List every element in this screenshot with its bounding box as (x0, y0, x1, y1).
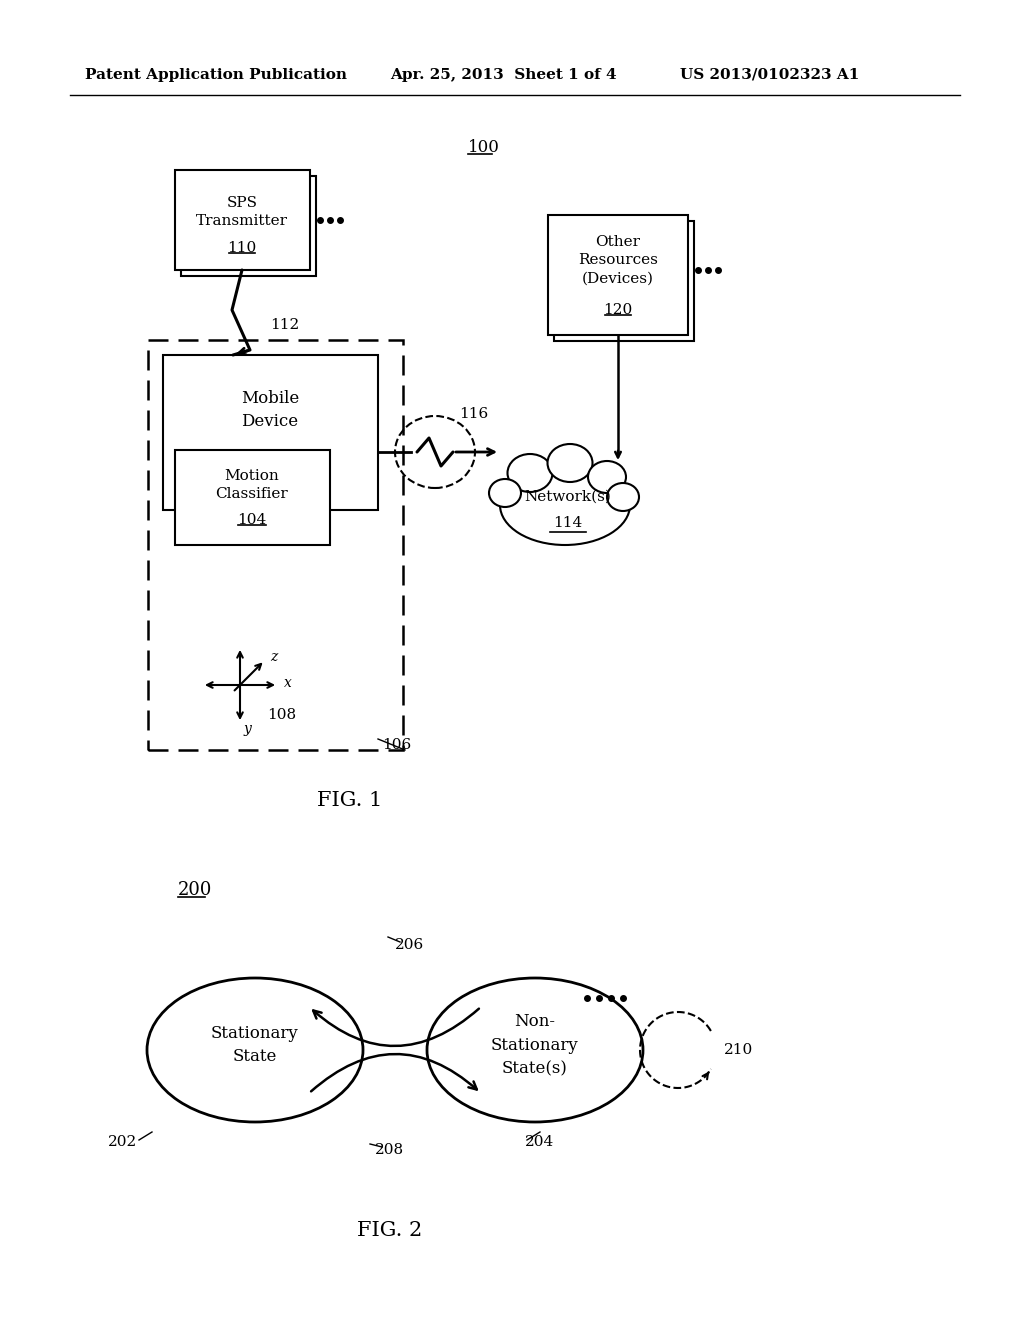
Bar (181, 176, 316, 276)
Text: 108: 108 (266, 708, 296, 722)
Text: 200: 200 (178, 880, 212, 899)
Text: 206: 206 (395, 939, 424, 952)
Text: 112: 112 (270, 318, 299, 333)
Text: 204: 204 (525, 1135, 554, 1148)
Ellipse shape (548, 444, 593, 482)
Text: 110: 110 (227, 242, 257, 255)
Text: FIG. 2: FIG. 2 (357, 1221, 423, 1239)
Text: Network(s): Network(s) (524, 490, 611, 504)
Bar (148, 341, 403, 750)
Bar (554, 220, 694, 341)
Ellipse shape (588, 461, 626, 492)
Text: Non-
Stationary
State(s): Non- Stationary State(s) (492, 1012, 579, 1077)
Text: FIG. 1: FIG. 1 (317, 791, 383, 809)
Ellipse shape (489, 479, 521, 507)
Bar (175, 170, 310, 271)
Ellipse shape (427, 978, 643, 1122)
Text: z: z (269, 651, 276, 664)
Text: US 2013/0102323 A1: US 2013/0102323 A1 (680, 69, 859, 82)
Text: x: x (284, 676, 292, 690)
Text: 100: 100 (468, 140, 500, 157)
Text: Motion
Classifier: Motion Classifier (216, 469, 289, 502)
Ellipse shape (508, 454, 553, 492)
Text: Stationary
State: Stationary State (211, 1024, 299, 1065)
Text: 208: 208 (375, 1143, 404, 1158)
Bar (548, 215, 688, 335)
Text: Patent Application Publication: Patent Application Publication (85, 69, 347, 82)
Text: Mobile
Device: Mobile Device (241, 391, 299, 429)
Bar (175, 450, 330, 545)
Text: 106: 106 (382, 738, 412, 752)
Text: SPS
Transmitter: SPS Transmitter (196, 195, 288, 228)
Text: 102: 102 (254, 451, 286, 469)
FancyArrowPatch shape (313, 1008, 479, 1045)
Text: y: y (244, 722, 252, 737)
Text: Other
Resources
(Devices): Other Resources (Devices) (579, 235, 658, 285)
Text: 120: 120 (603, 304, 633, 317)
Text: 114: 114 (553, 516, 583, 531)
Ellipse shape (607, 483, 639, 511)
Text: Apr. 25, 2013  Sheet 1 of 4: Apr. 25, 2013 Sheet 1 of 4 (390, 69, 616, 82)
Text: 210: 210 (724, 1043, 754, 1057)
Ellipse shape (500, 465, 630, 545)
FancyArrowPatch shape (311, 1055, 477, 1092)
Text: 202: 202 (108, 1135, 137, 1148)
Text: 116: 116 (459, 407, 488, 421)
Text: 104: 104 (238, 513, 266, 527)
Ellipse shape (147, 978, 362, 1122)
Bar (163, 355, 378, 510)
